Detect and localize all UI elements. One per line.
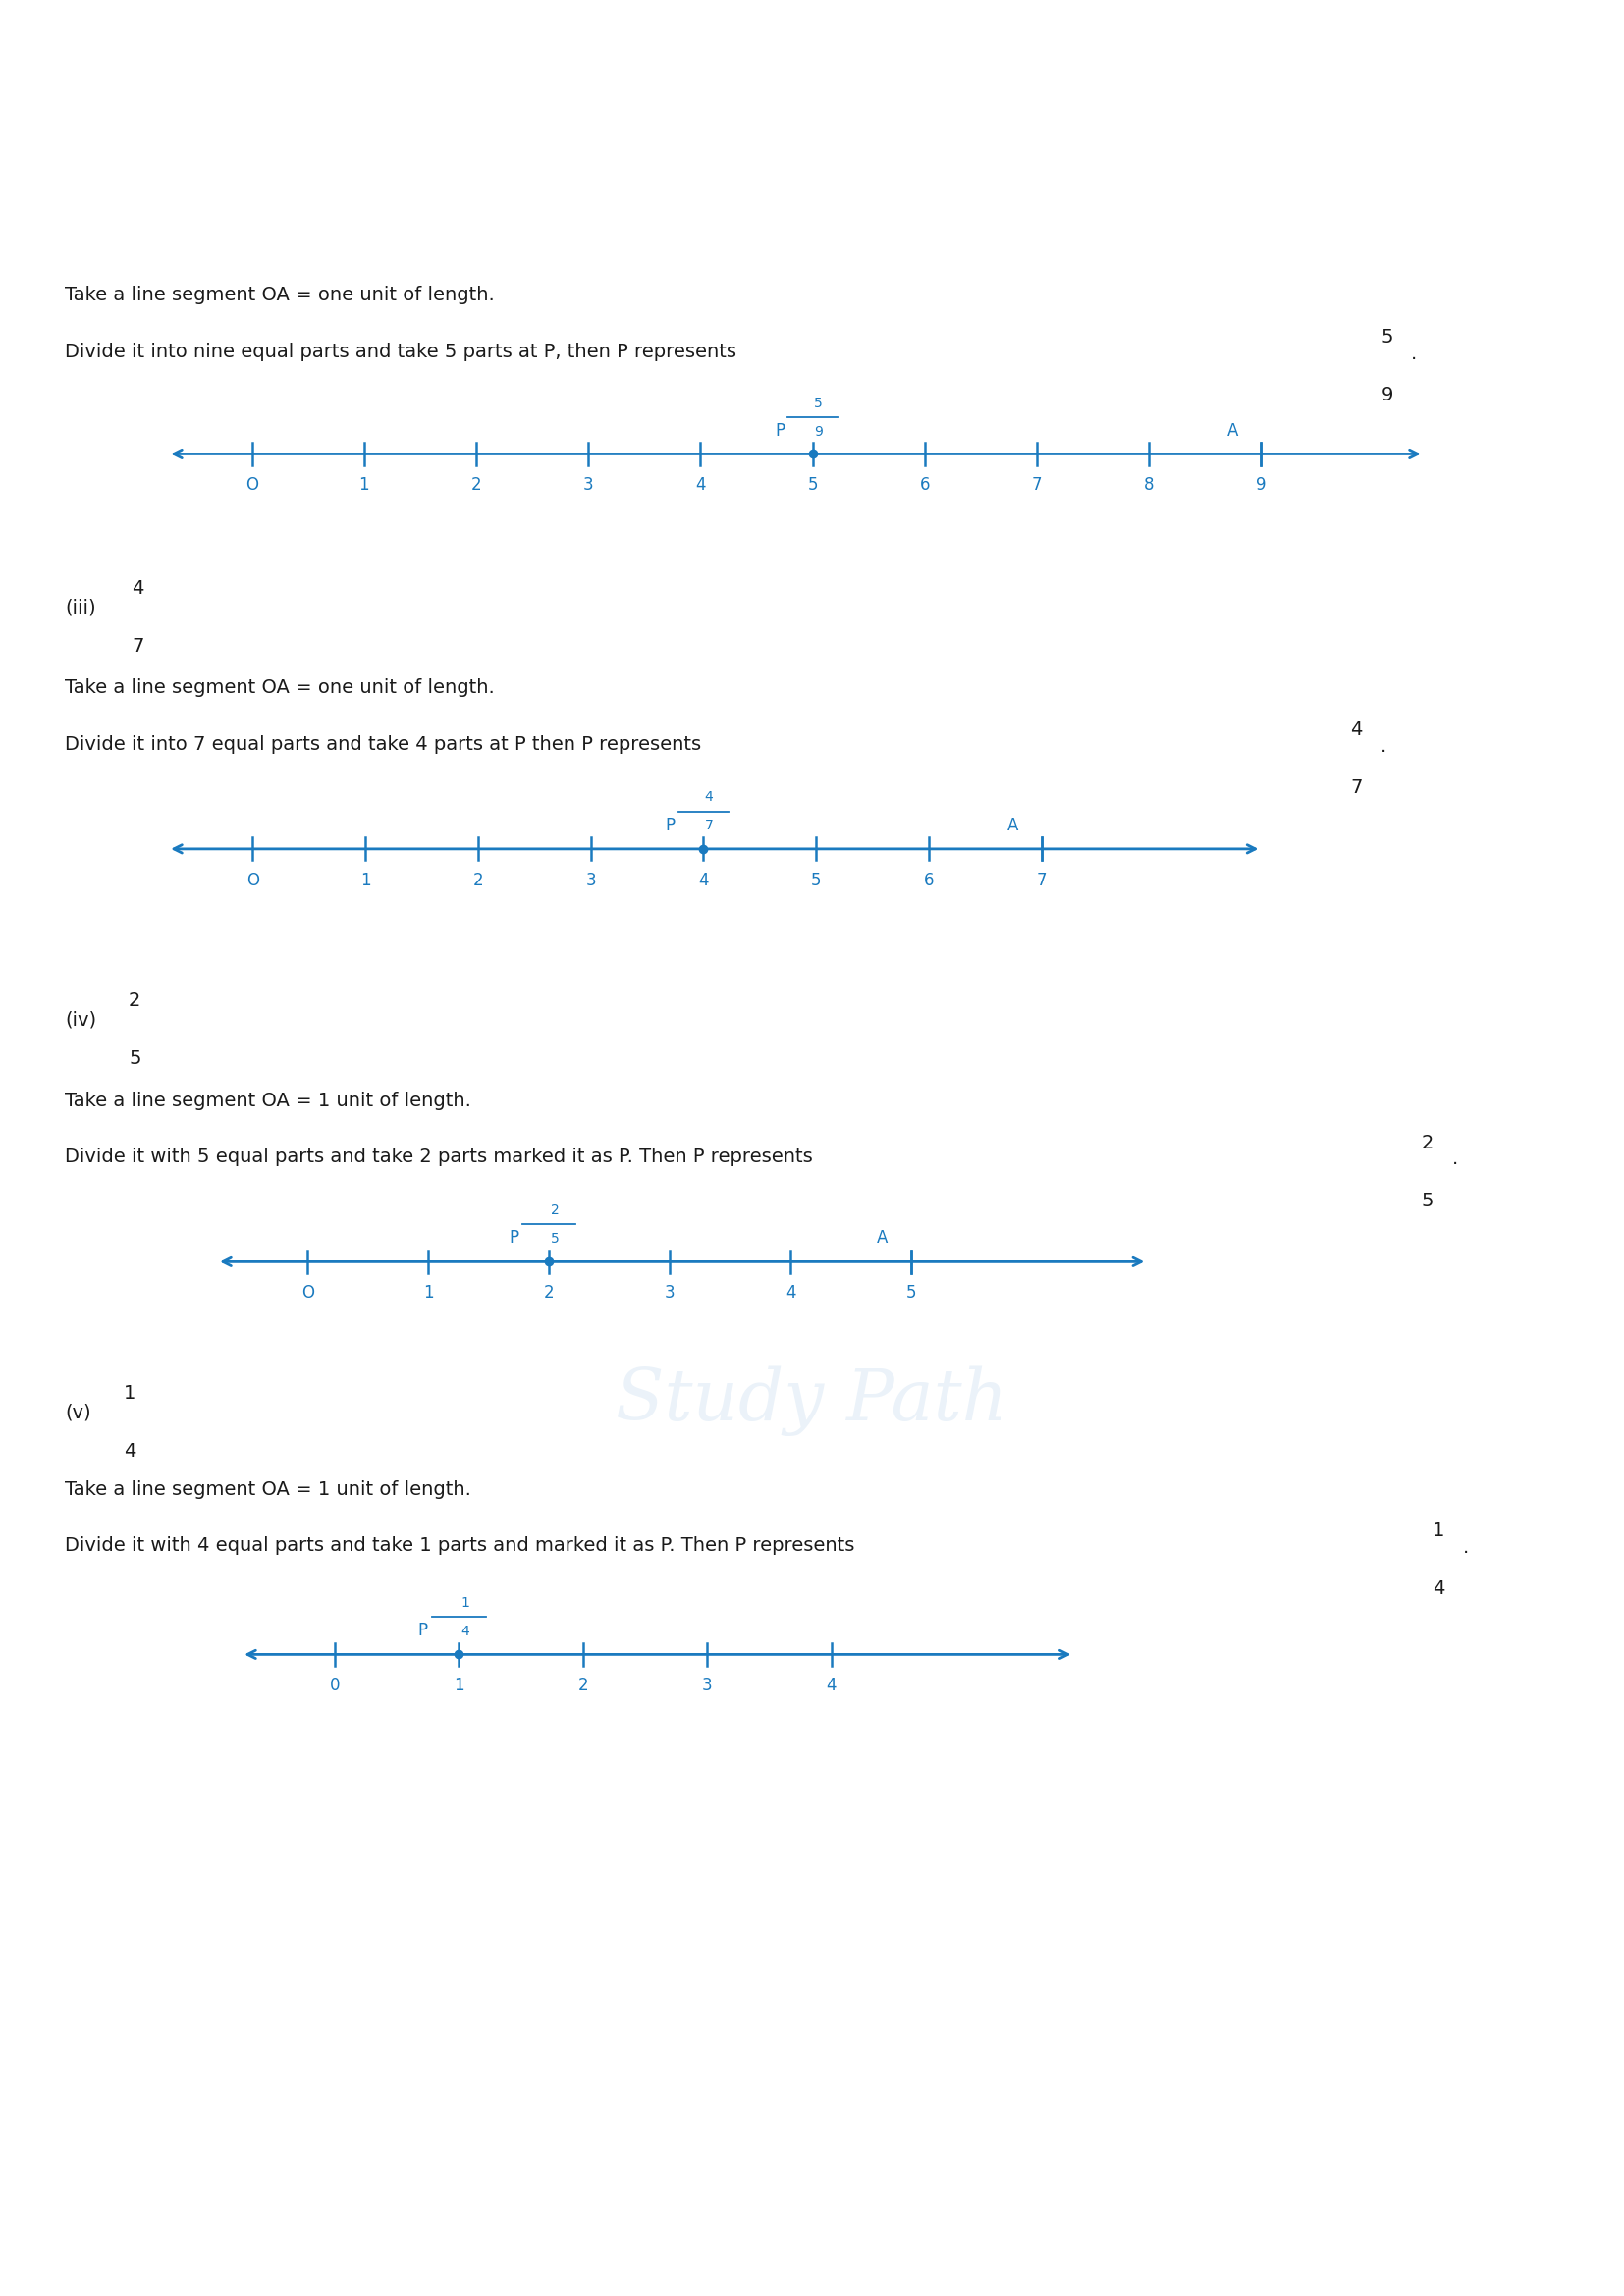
Text: 4: 4 bbox=[132, 579, 145, 597]
Text: Divide it into 7 equal parts and take 4 parts at P then P represents: Divide it into 7 equal parts and take 4 … bbox=[65, 735, 702, 753]
Text: 1: 1 bbox=[424, 1283, 434, 1302]
Text: 4: 4 bbox=[786, 1283, 796, 1302]
Text: .: . bbox=[1452, 1150, 1458, 1169]
Text: 3: 3 bbox=[664, 1283, 676, 1302]
Text: P: P bbox=[775, 422, 784, 439]
Text: P: P bbox=[508, 1228, 520, 1247]
Text: 7: 7 bbox=[705, 820, 713, 833]
Text: 5: 5 bbox=[128, 1049, 141, 1068]
Text: 1: 1 bbox=[1432, 1522, 1445, 1541]
Text: A: A bbox=[1228, 422, 1239, 439]
Text: (iii): (iii) bbox=[65, 597, 96, 618]
Text: 1: 1 bbox=[461, 1596, 469, 1609]
Text: 7: 7 bbox=[132, 636, 145, 657]
Text: 1: 1 bbox=[359, 475, 369, 494]
Text: 7: 7 bbox=[1350, 778, 1363, 797]
Text: 1: 1 bbox=[123, 1384, 136, 1403]
Text: 4: 4 bbox=[1350, 721, 1363, 739]
Text: Page 5 of 5: Page 5 of 5 bbox=[739, 2241, 885, 2264]
Text: 2: 2 bbox=[1421, 1134, 1434, 1153]
Text: Divide it with 4 equal parts and take 1 parts and marked it as P. Then P represe: Divide it with 4 equal parts and take 1 … bbox=[65, 1536, 854, 1554]
Text: 5: 5 bbox=[1380, 328, 1393, 347]
Text: .: . bbox=[1380, 737, 1387, 755]
Text: 7: 7 bbox=[1031, 475, 1043, 494]
Text: 4: 4 bbox=[698, 872, 708, 889]
Text: 6: 6 bbox=[924, 872, 934, 889]
Text: Take a line segment OA = one unit of length.: Take a line segment OA = one unit of len… bbox=[65, 285, 495, 305]
Text: 5: 5 bbox=[810, 872, 822, 889]
Text: 1: 1 bbox=[361, 872, 370, 889]
Text: 5: 5 bbox=[551, 1231, 560, 1244]
Text: Class-VI: Class-VI bbox=[752, 25, 872, 53]
Text: O: O bbox=[247, 872, 258, 889]
Text: 1: 1 bbox=[453, 1676, 464, 1694]
Text: 3: 3 bbox=[585, 872, 596, 889]
Text: ✏: ✏ bbox=[109, 62, 128, 85]
Text: P: P bbox=[417, 1621, 429, 1639]
Text: 4: 4 bbox=[695, 475, 706, 494]
Text: 9: 9 bbox=[814, 425, 822, 439]
Text: 2: 2 bbox=[471, 475, 481, 494]
Text: Take a line segment OA = one unit of length.: Take a line segment OA = one unit of len… bbox=[65, 677, 495, 698]
Text: Take a line segment OA = 1 unit of length.: Take a line segment OA = 1 unit of lengt… bbox=[65, 1481, 471, 1499]
Text: 5: 5 bbox=[906, 1283, 916, 1302]
Text: 3: 3 bbox=[583, 475, 594, 494]
Text: 5: 5 bbox=[1421, 1192, 1434, 1210]
Text: Study Path: Study Path bbox=[91, 135, 146, 145]
Text: Take a line segment OA = 1 unit of length.: Take a line segment OA = 1 unit of lengt… bbox=[65, 1091, 471, 1109]
Text: 2: 2 bbox=[551, 1203, 560, 1217]
Text: 3: 3 bbox=[702, 1676, 713, 1694]
Text: 5: 5 bbox=[814, 397, 822, 411]
Text: 4: 4 bbox=[705, 790, 713, 804]
Text: (v): (v) bbox=[65, 1403, 91, 1421]
Text: 0: 0 bbox=[330, 1676, 339, 1694]
Text: Chapter 5: Fractions: Chapter 5: Fractions bbox=[656, 142, 968, 170]
Text: 2: 2 bbox=[544, 1283, 554, 1302]
Text: 2: 2 bbox=[578, 1676, 588, 1694]
Text: .: . bbox=[1463, 1538, 1470, 1557]
Text: 8: 8 bbox=[1143, 475, 1155, 494]
Text: 2: 2 bbox=[128, 992, 141, 1010]
Text: 6: 6 bbox=[919, 475, 931, 494]
Text: A: A bbox=[877, 1228, 887, 1247]
Text: 4: 4 bbox=[123, 1442, 136, 1460]
Text: Divide it into nine equal parts and take 5 parts at P, then P represents: Divide it into nine equal parts and take… bbox=[65, 342, 737, 360]
Text: 7: 7 bbox=[1036, 872, 1046, 889]
Text: .: . bbox=[1411, 344, 1418, 363]
Text: 9: 9 bbox=[1380, 386, 1393, 404]
Text: 4: 4 bbox=[827, 1676, 836, 1694]
Text: P: P bbox=[666, 817, 676, 833]
Text: Divide it with 5 equal parts and take 2 parts marked it as P. Then P represents: Divide it with 5 equal parts and take 2 … bbox=[65, 1148, 814, 1166]
Text: 5: 5 bbox=[807, 475, 818, 494]
Text: 4: 4 bbox=[1432, 1580, 1445, 1598]
Text: O: O bbox=[302, 1283, 313, 1302]
Text: 9: 9 bbox=[1255, 475, 1267, 494]
Text: 4: 4 bbox=[461, 1626, 469, 1637]
Text: Study Path: Study Path bbox=[615, 1366, 1009, 1435]
Text: RS Aggarwal Solutions: RS Aggarwal Solutions bbox=[638, 85, 986, 110]
Text: 2: 2 bbox=[473, 872, 482, 889]
Text: (iv): (iv) bbox=[65, 1010, 96, 1029]
Text: A: A bbox=[1007, 817, 1018, 833]
Text: O: O bbox=[245, 475, 258, 494]
